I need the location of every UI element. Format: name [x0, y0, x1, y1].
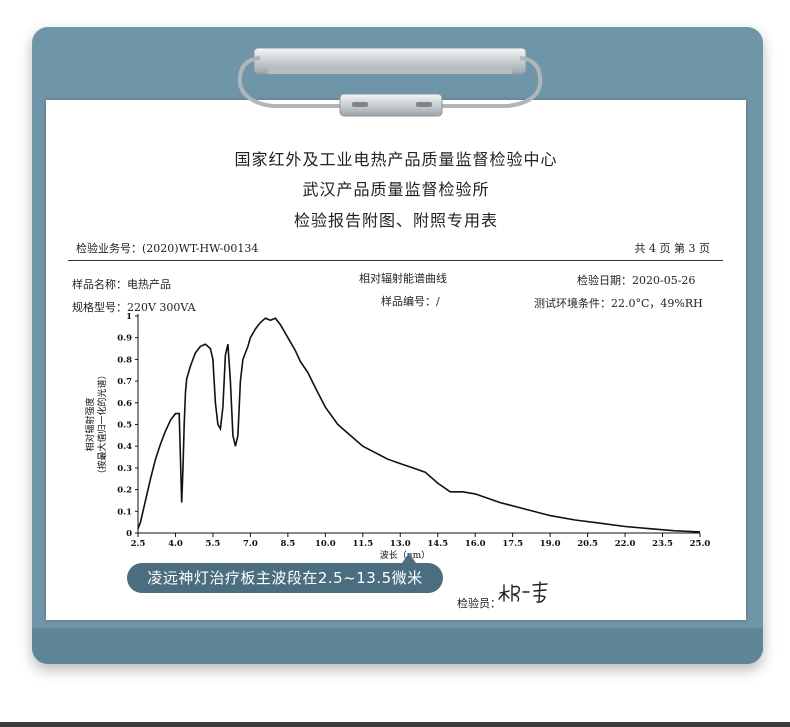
- y-tick-label: 0.5: [117, 421, 132, 431]
- x-tick-label: 8.5: [280, 539, 295, 549]
- inspector-label: 检验员：: [457, 597, 501, 610]
- y-axis-label-line1: 相对辐射强度: [84, 397, 96, 451]
- x-tick-label: 20.5: [577, 539, 598, 549]
- y-tick-label: 0.9: [117, 334, 132, 344]
- y-tick-label: 0.6: [117, 399, 132, 409]
- report-title-line2: 武汉产品质量监督检验所: [302, 180, 490, 199]
- x-tick-label: 7.0: [243, 539, 258, 549]
- spectrum-series-line: [137, 317, 701, 533]
- y-tick-label: 0.3: [117, 464, 132, 474]
- x-tick-label: 10.0: [315, 539, 336, 549]
- y-tick-label: 0.4: [117, 442, 132, 452]
- inspector-signature: [498, 581, 548, 603]
- y-tick-label: 0.8: [117, 355, 132, 365]
- x-tick-label: 19.0: [540, 539, 561, 549]
- x-tick-label: 5.5: [206, 539, 221, 549]
- x-tick-label: 23.5: [652, 539, 673, 549]
- spec-model: 规格型号：220V 300VA: [72, 301, 196, 314]
- chart-title: 相对辐射能谱曲线: [359, 272, 447, 285]
- x-tick-label: 16.0: [465, 539, 486, 549]
- header-divider: [68, 260, 723, 261]
- x-tick-group: 2.5 4.0 5.5 7.0 8.5 10.0 11.5 13.0 14.5 16.0 17.5 1…: [131, 533, 711, 549]
- page-info: 共 4 页 第 3 页: [634, 242, 710, 255]
- clipboard-clip: [237, 47, 543, 117]
- x-tick-label: 13.0: [390, 539, 411, 549]
- x-tick-label: 11.5: [352, 539, 373, 549]
- x-tick-label: 14.5: [427, 539, 448, 549]
- x-tick-label: 25.0: [690, 539, 711, 549]
- y-tick-label: 0.2: [117, 486, 132, 496]
- x-tick-label: 4.0: [168, 539, 183, 549]
- task-number: 检验业务号：(2020)WT-HW-00134: [76, 242, 259, 255]
- sample-name: 样品名称：电热产品: [72, 278, 171, 291]
- main-band-callout: 凌远神灯治疗板主波段在2.5~13.5微米: [127, 563, 443, 593]
- sample-number: 样品编号：/: [381, 295, 440, 308]
- test-environment: 测试环境条件：22.0°C，49%RH: [534, 297, 703, 310]
- x-tick-label: 2.5: [131, 539, 146, 549]
- check-date: 检验日期：2020-05-26: [577, 274, 696, 287]
- x-tick-label: 17.5: [502, 539, 523, 549]
- bottom-edge: [0, 722, 790, 727]
- report-title-line3: 检验报告附图、附照专用表: [293, 211, 498, 230]
- y-tick-label: 0.7: [117, 377, 132, 387]
- y-axis-label-line2: （按最大值归一化的光谱）: [96, 370, 108, 478]
- y-tick-label: 1: [126, 312, 132, 322]
- y-tick-group: 0 0.1 0.2 0.3 0.4 0.5 0.6 0.7 0.8 0.9 1: [117, 312, 138, 539]
- y-tick-label: 0.1: [117, 507, 132, 517]
- report-title-line1: 国家红外及工业电热产品质量监督检验中心: [234, 150, 558, 169]
- callout-pointer: [402, 553, 416, 563]
- x-tick-label: 22.0: [615, 539, 636, 549]
- clipboard-board-shade: [32, 628, 763, 664]
- y-tick-label: 0: [126, 529, 132, 539]
